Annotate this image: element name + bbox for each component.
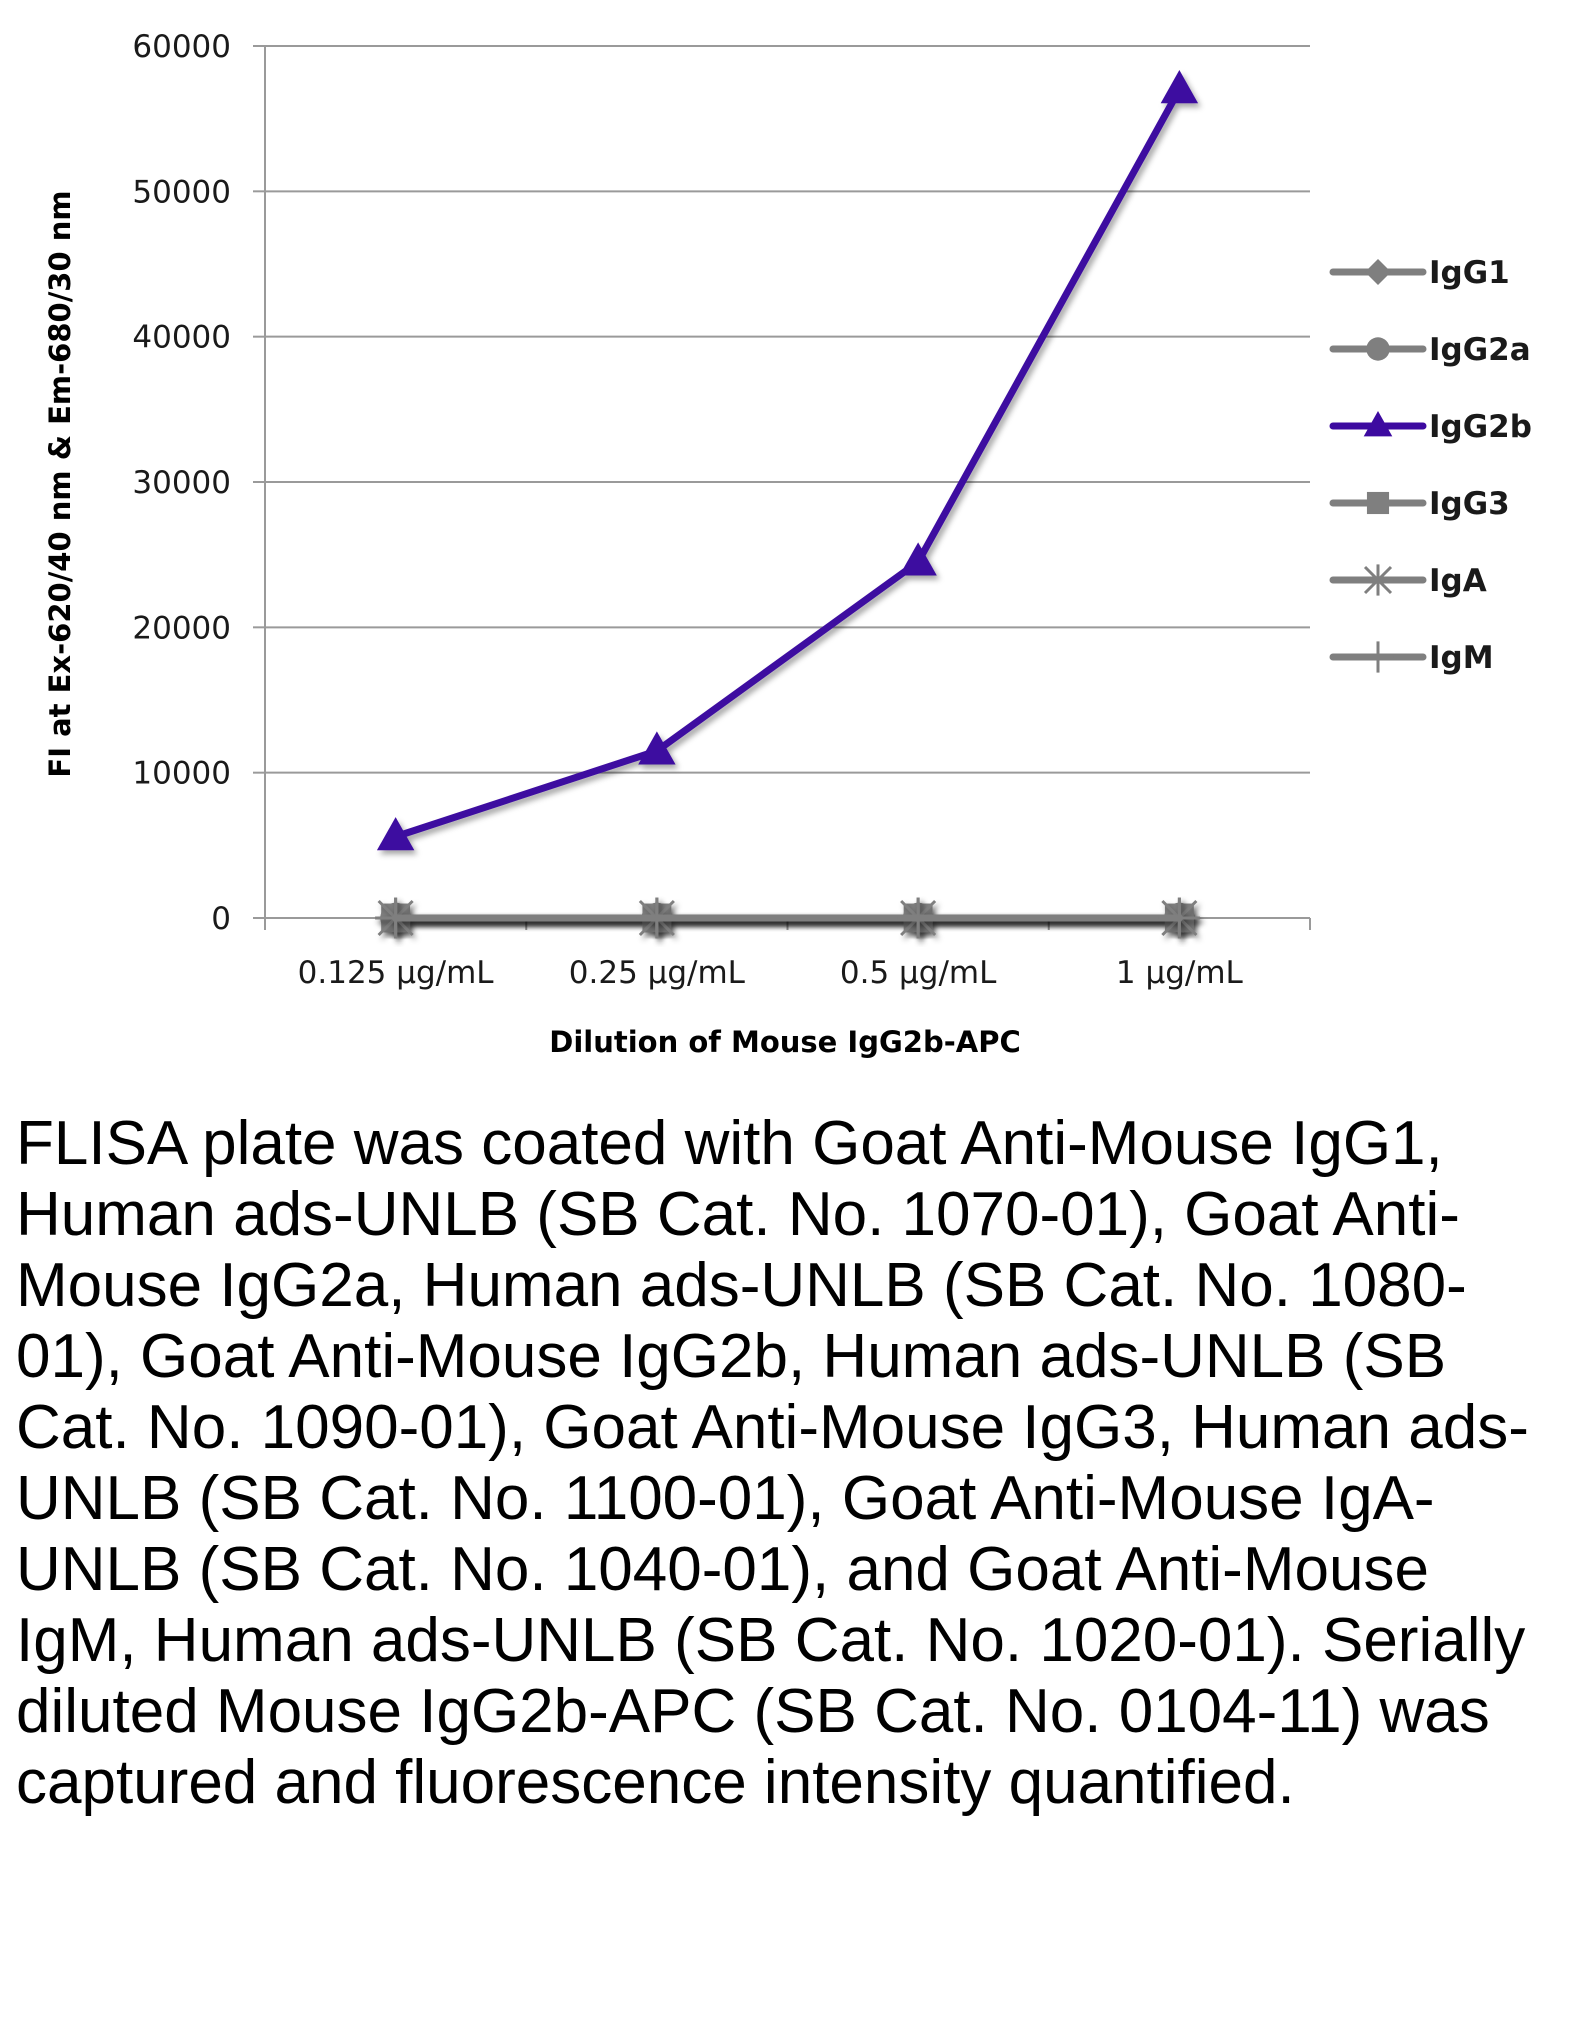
legend-marker-igg2a bbox=[1366, 337, 1390, 361]
y-tick-label: 10000 bbox=[132, 756, 231, 792]
legend-label-igm: IgM bbox=[1429, 640, 1494, 676]
y-tick-label: 50000 bbox=[132, 174, 231, 210]
data-point-igg2b bbox=[1160, 70, 1199, 104]
legend: IgG1 IgG2a IgG2b IgG3 IgA IgM bbox=[1329, 255, 1532, 676]
legend-marker-igg1 bbox=[1365, 259, 1391, 285]
data-point-igm bbox=[897, 897, 939, 939]
legend-marker-igm bbox=[1362, 641, 1394, 673]
legend-label-iga: IgA bbox=[1429, 563, 1487, 599]
legend-label-igg3: IgG3 bbox=[1429, 486, 1510, 522]
y-tick-label: 60000 bbox=[132, 29, 231, 65]
legend-item-igg1: IgG1 bbox=[1329, 255, 1510, 291]
series-igm bbox=[375, 897, 1200, 939]
legend-item-iga: IgA bbox=[1329, 563, 1487, 599]
data-point-igm bbox=[375, 897, 417, 939]
legend-marker-igg3 bbox=[1366, 491, 1390, 515]
legend-label-igg1: IgG1 bbox=[1429, 255, 1510, 291]
fi-line-chart: 0 10000 20000 30000 40000 50000 60000 0.125 µg/… bbox=[43, 29, 1532, 1059]
data-point-igg2b bbox=[376, 817, 415, 851]
legend-item-igm: IgM bbox=[1329, 640, 1494, 676]
series-igg2b bbox=[376, 70, 1199, 851]
figure-caption: FLISA plate was coated with Goat Anti-Mo… bbox=[16, 1109, 1529, 1817]
x-tick-label: 0.125 µg/mL bbox=[298, 955, 495, 991]
y-tick-label: 30000 bbox=[132, 465, 231, 501]
axes: 0 10000 20000 30000 40000 50000 60000 0.125 µg/… bbox=[132, 29, 1311, 991]
legend-marker-iga bbox=[1362, 564, 1394, 596]
legend-label-igg2b: IgG2b bbox=[1429, 409, 1532, 445]
data-point-igg2b bbox=[899, 542, 937, 576]
x-axis-title: Dilution of Mouse IgG2b-APC bbox=[549, 1025, 1020, 1059]
plot-series bbox=[375, 70, 1200, 939]
y-tick-label: 20000 bbox=[132, 610, 231, 646]
data-point-igm bbox=[636, 897, 678, 939]
x-tick-label: 0.25 µg/mL bbox=[569, 955, 746, 991]
data-point-igm bbox=[1158, 897, 1200, 939]
series-line-igg2b bbox=[392, 86, 1183, 841]
legend-marker-igg2b bbox=[1363, 411, 1393, 437]
gridlines bbox=[253, 45, 1310, 919]
legend-item-igg2a: IgG2a bbox=[1329, 332, 1531, 368]
y-axis-title: FI at Ex-620/40 nm & Em-680/30 nm bbox=[43, 190, 77, 777]
legend-item-igg2b: IgG2b bbox=[1329, 409, 1532, 445]
data-point-igg2b bbox=[638, 731, 676, 765]
x-tick-label: 1 µg/mL bbox=[1116, 955, 1244, 991]
legend-item-igg3: IgG3 bbox=[1329, 486, 1510, 522]
legend-label-igg2a: IgG2a bbox=[1429, 332, 1531, 368]
y-tick-label: 0 bbox=[211, 901, 231, 937]
y-tick-label: 40000 bbox=[132, 320, 231, 356]
x-tick-label: 0.5 µg/mL bbox=[840, 955, 997, 991]
